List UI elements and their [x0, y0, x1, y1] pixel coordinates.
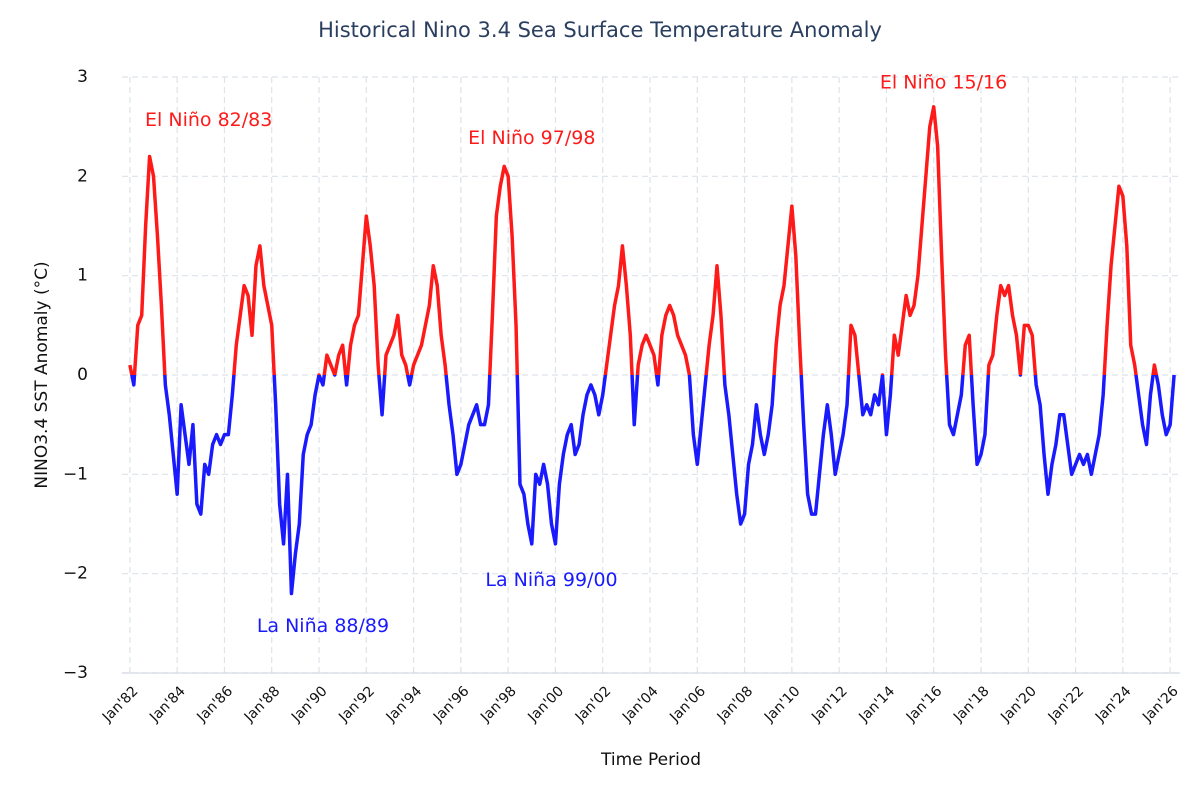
x-tick-label: Jan'00 [524, 683, 567, 726]
x-tick-label: Jan'92 [335, 683, 378, 726]
x-tick-label: Jan'16 [903, 683, 946, 726]
y-tick-label: 2 [77, 166, 88, 186]
x-tick-label: Jan'22 [1045, 683, 1088, 726]
y-tick-label: 0 [77, 365, 88, 385]
x-tick-label: Jan'26 [1139, 683, 1182, 726]
x-tick-label: Jan'04 [619, 683, 662, 726]
x-tick-label: Jan'86 [194, 683, 237, 726]
annotation: El Niño 82/83 [145, 109, 272, 131]
anomaly-line [128, 105, 1176, 596]
y-axis-title: NINO3.4 SST Anomaly (°C) [32, 261, 52, 488]
y-tick-label: 1 [77, 266, 88, 286]
y-tick-label: −3 [63, 663, 88, 683]
x-tick-label: Jan'08 [714, 683, 757, 726]
annotation: La Niña 88/89 [257, 615, 389, 637]
x-tick-label: Jan'94 [383, 683, 426, 726]
x-tick-label: Jan'20 [997, 683, 1040, 726]
annotation: El Niño 97/98 [468, 127, 595, 149]
y-tick-label: −1 [63, 464, 88, 484]
x-tick-label: Jan'12 [808, 683, 851, 726]
x-tick-label: Jan'02 [572, 683, 615, 726]
annotation: El Niño 15/16 [880, 71, 1007, 93]
chart-title: Historical Nino 3.4 Sea Surface Temperat… [318, 18, 882, 42]
x-tick-label: Jan'98 [477, 683, 520, 726]
annotation: La Niña 99/00 [485, 569, 617, 591]
x-axis-title: Time Period [600, 750, 701, 770]
x-tick-label: Jan'14 [855, 683, 898, 726]
x-tick-label: Jan'24 [1092, 683, 1135, 726]
x-tick-label: Jan'82 [99, 683, 142, 726]
x-tick-label: Jan'06 [666, 683, 709, 726]
x-tick-label: Jan'90 [288, 683, 331, 726]
x-tick-label: Jan'84 [146, 683, 189, 726]
x-tick-label: Jan'96 [430, 683, 473, 726]
x-tick-label: Jan'18 [950, 683, 993, 726]
x-tick-label: Jan'88 [241, 683, 284, 726]
y-tick-label: −2 [63, 564, 88, 584]
x-tick-label: Jan'10 [761, 683, 804, 726]
y-tick-label: 3 [77, 67, 88, 87]
